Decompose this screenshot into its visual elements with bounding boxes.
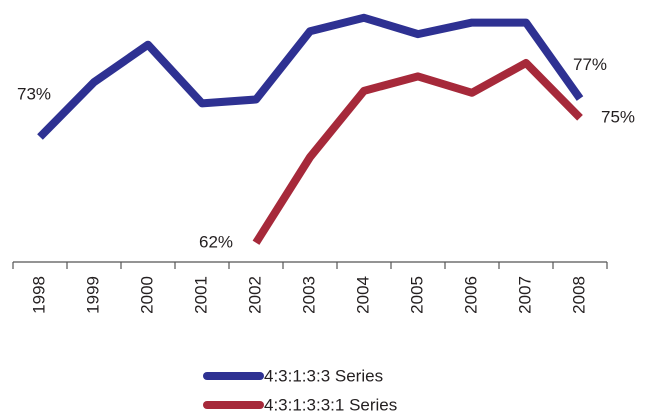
- x-tick-label: 2004: [353, 276, 372, 314]
- data-label: 75%: [601, 107, 635, 126]
- x-tick-label: 2001: [191, 276, 210, 314]
- x-tick-label: 2002: [245, 276, 264, 314]
- data-label: 62%: [199, 232, 233, 251]
- x-tick-label: 2006: [461, 276, 480, 314]
- data-label: 77%: [573, 55, 607, 74]
- x-tick-label: 2003: [299, 276, 318, 314]
- x-tick-label: 2007: [515, 276, 534, 314]
- series-line: [252, 58, 583, 245]
- legend-label: 4:3:1:3:3:1 Series: [264, 395, 397, 414]
- x-tick-label: 2000: [137, 276, 156, 314]
- legend-label: 4:3:1:3:3 Series: [264, 366, 383, 385]
- series-line: [37, 13, 584, 140]
- x-tick-label: 1998: [29, 276, 48, 314]
- x-tick-label: 2005: [407, 276, 426, 314]
- x-tick-label: 1999: [83, 276, 102, 314]
- x-tick-label: 2008: [569, 276, 588, 314]
- data-label: 73%: [17, 84, 51, 103]
